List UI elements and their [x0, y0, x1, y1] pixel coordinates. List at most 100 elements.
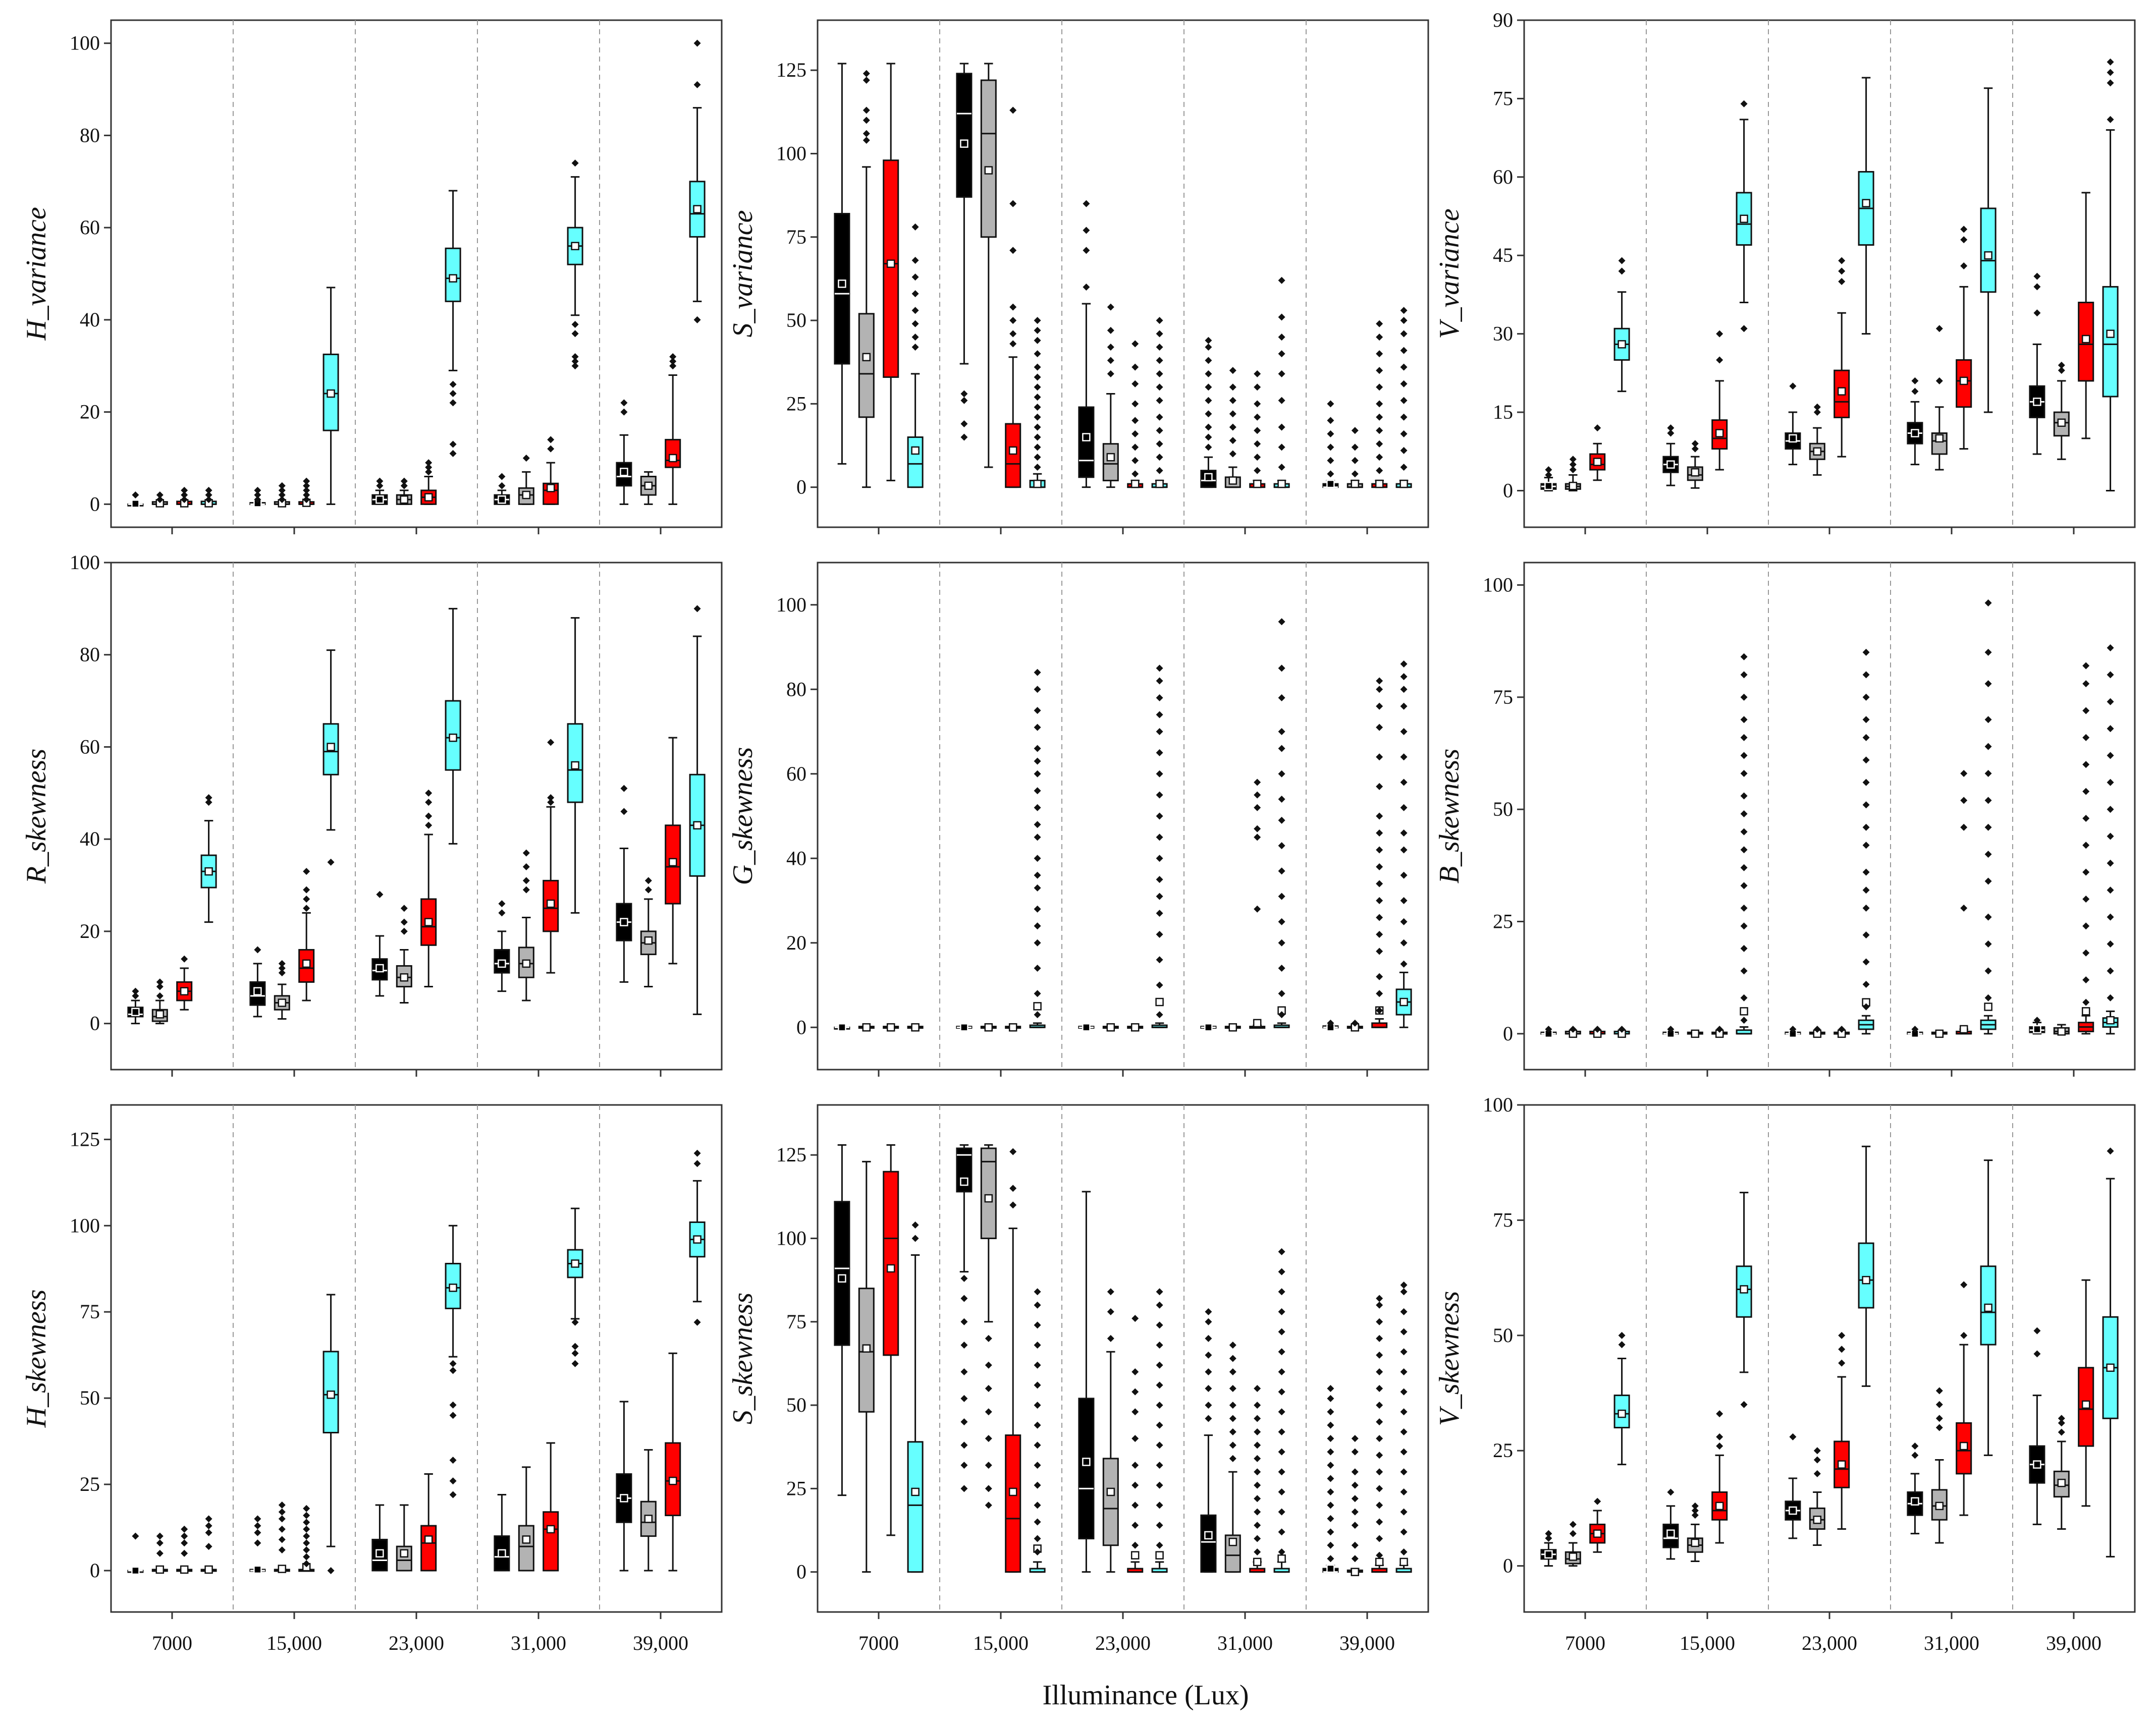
box-g-skewness-g4-s2: [1346, 1019, 1363, 1032]
outlier-point: [1351, 1468, 1359, 1476]
outlier-point: [1205, 397, 1212, 404]
outlier-point: [1278, 1528, 1285, 1536]
outlier-point: [1009, 106, 1017, 114]
outlier-point: [1691, 1502, 1699, 1510]
box-b-skewness-g0-s4: [1613, 1025, 1630, 1038]
outlier-point: [1984, 648, 1992, 656]
outlier-point: [1400, 347, 1408, 354]
mean-marker: [522, 959, 531, 968]
outlier-point: [693, 1149, 701, 1157]
box-v-variance-g4-s3: [2078, 192, 2094, 439]
iqr-box: [834, 1201, 850, 1346]
outlier-point: [1278, 463, 1285, 471]
outlier-point: [1034, 363, 1041, 371]
box-b-skewness-g4-s4: [2102, 644, 2119, 1035]
outlier-point: [1376, 1535, 1383, 1542]
outlier-point: [1156, 833, 1163, 841]
mean-marker: [400, 495, 409, 504]
outlier-point: [425, 812, 433, 820]
outlier-point: [181, 1539, 188, 1547]
outlier-point: [449, 380, 457, 388]
mean-marker: [1813, 447, 1822, 456]
outlier-point: [1740, 325, 1748, 332]
outlier-point: [1716, 330, 1723, 338]
outlier-point: [522, 877, 530, 884]
mean-marker: [668, 454, 677, 463]
outlier-point: [1740, 994, 1748, 1002]
outlier-point: [181, 1549, 188, 1557]
mean-marker: [984, 1023, 993, 1032]
iqr-box: [834, 212, 850, 365]
outlier-point: [2033, 272, 2041, 280]
outlier-point: [278, 965, 286, 972]
outlier-point: [1156, 1288, 1163, 1296]
box-h-skewness-g3-s2: [518, 1466, 534, 1572]
mean-marker: [327, 389, 335, 398]
mean-marker: [911, 1487, 920, 1496]
outlier-point: [693, 316, 701, 323]
outlier-point: [1131, 1481, 1139, 1489]
box-b-skewness-g3-s2: [1931, 1029, 1948, 1038]
box-g-skewness-g0-s1: [834, 1023, 850, 1032]
outlier-point: [2082, 788, 2090, 795]
outlier-point: [960, 1485, 968, 1492]
outlier-point: [1278, 1308, 1285, 1315]
mean-marker: [862, 353, 871, 362]
outlier-point: [1667, 1488, 1675, 1496]
outlier-point: [2082, 814, 2090, 822]
outlier-point: [1327, 417, 1334, 424]
outlier-point: [1327, 430, 1334, 437]
outlier-point: [1205, 337, 1212, 344]
mean-marker: [838, 280, 846, 288]
outlier-point: [1278, 1011, 1285, 1019]
outlier-point: [1376, 812, 1383, 820]
outlier-point: [1400, 846, 1408, 854]
box-h-variance-g2-s1: [371, 477, 388, 505]
box-h-variance-g0-s2: [151, 491, 168, 508]
outlier-point: [1376, 677, 1383, 685]
outlier-point: [644, 877, 652, 884]
outlier-point: [1838, 1359, 1846, 1367]
mean-marker: [327, 743, 335, 751]
mean-marker: [546, 899, 555, 908]
outlier-point: [156, 1532, 164, 1540]
outlier-point: [644, 886, 652, 894]
outlier-point: [303, 895, 310, 903]
outlier-point: [1400, 778, 1408, 786]
outlier-point: [1034, 833, 1041, 841]
outlier-point: [911, 257, 919, 264]
outlier-point: [1156, 427, 1163, 434]
box-s-variance-g4-s4: [1395, 307, 1412, 488]
box-g-skewness-g1-s3: [1005, 1023, 1021, 1032]
box-s-skewness-g3-s4: [1273, 1248, 1290, 1573]
y-tick-label: 20: [80, 920, 100, 942]
outlier-point: [2082, 922, 2090, 930]
x-tick-label: 7000: [1565, 1632, 1605, 1654]
outlier-point: [1740, 810, 1748, 818]
mean-marker: [886, 1264, 895, 1273]
outlier-point: [1618, 257, 1626, 264]
outlier-point: [1278, 333, 1285, 341]
box-h-variance-g3-s1: [494, 473, 510, 505]
outlier-point: [1131, 340, 1139, 348]
outlier-point: [1984, 599, 1992, 607]
outlier-point: [1984, 967, 1992, 975]
outlier-point: [571, 1318, 579, 1326]
outlier-point: [1400, 330, 1408, 338]
outlier-point: [2107, 913, 2114, 921]
outlier-point: [1034, 1501, 1041, 1509]
mean-marker: [204, 1565, 213, 1574]
outlier-point: [278, 1536, 286, 1543]
box-v-variance-g0-s1: [1540, 466, 1557, 491]
outlier-point: [2107, 671, 2114, 679]
outlier-point: [1205, 1318, 1212, 1325]
outlier-point: [1156, 677, 1163, 685]
outlier-point: [1034, 787, 1041, 795]
box-h-variance-g4-s4: [689, 39, 706, 323]
outlier-point: [449, 1360, 457, 1367]
outlier-point: [1131, 1388, 1139, 1396]
outlier-point: [1156, 728, 1163, 735]
x-tick-label: 39,000: [2046, 1632, 2101, 1654]
mean-marker: [327, 1391, 335, 1399]
box-s-skewness-g4-s2: [1346, 1435, 1363, 1576]
